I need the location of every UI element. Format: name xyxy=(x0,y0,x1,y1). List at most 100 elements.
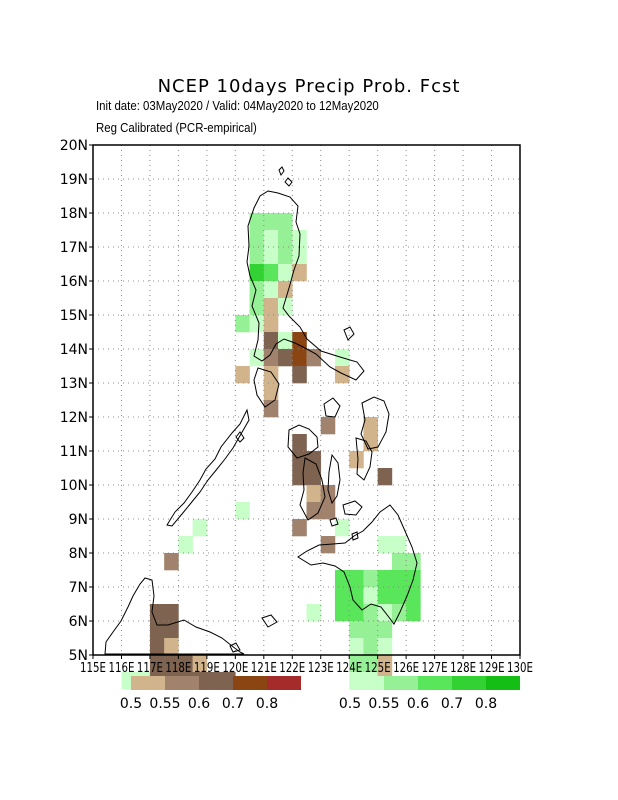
probability-cell xyxy=(377,468,393,486)
probability-cell xyxy=(349,655,364,673)
legend-label: 0.6 xyxy=(407,696,429,712)
coastline-bohol xyxy=(342,500,363,516)
legend-swatch xyxy=(452,676,486,690)
probability-cell xyxy=(349,587,364,605)
legend-label: 0.55 xyxy=(149,696,180,712)
probability-cell xyxy=(263,230,279,248)
probability-cell xyxy=(263,400,279,418)
probability-cell xyxy=(377,536,393,554)
probability-cell xyxy=(263,383,279,401)
legend-label: 0.8 xyxy=(475,696,497,712)
probability-cell xyxy=(249,230,265,248)
probability-cell xyxy=(292,247,307,265)
probability-cell xyxy=(292,451,307,469)
lon-tick-label: 123E xyxy=(308,661,334,676)
probability-cell xyxy=(263,332,279,350)
probability-cell xyxy=(263,213,279,231)
probability-cell xyxy=(306,468,322,486)
legend-swatch xyxy=(486,676,520,690)
probability-cell xyxy=(334,519,350,537)
coastline-palawan xyxy=(166,408,250,527)
coastline-leyte xyxy=(355,437,373,481)
probability-cell xyxy=(164,655,179,673)
legend-wet: 0.5 0.55 0.6 0.7 0.8 xyxy=(339,676,520,712)
probability-cell xyxy=(320,502,336,520)
probability-cell xyxy=(249,264,265,282)
lat-tick-label: 18N xyxy=(60,206,88,222)
legend-swatch xyxy=(350,676,384,690)
probability-cell xyxy=(235,366,250,384)
coastline-cebu xyxy=(327,453,341,505)
coastline-luzon xyxy=(246,190,365,381)
lat-tick-label: 11N xyxy=(60,444,88,460)
lat-tick-label: 15N xyxy=(60,308,88,324)
probability-cell xyxy=(278,247,293,265)
probability-cell xyxy=(192,655,208,673)
probability-cell xyxy=(164,553,179,571)
probability-cell xyxy=(349,638,364,656)
init-valid-date-subtitle: Init date: 03May2020 / Valid: 04May2020 … xyxy=(96,98,379,113)
probability-cell xyxy=(278,213,293,231)
probability-cell xyxy=(306,502,322,520)
lat-tick-label: 17N xyxy=(60,240,88,256)
probability-cell xyxy=(363,604,378,622)
probability-cell xyxy=(406,604,421,622)
probability-cell xyxy=(406,587,421,605)
legend-swatch xyxy=(384,676,418,690)
probability-cell xyxy=(349,621,364,639)
coastline-babuyan xyxy=(284,177,293,187)
probability-cell xyxy=(334,604,350,622)
coastline-mindoro xyxy=(253,367,280,408)
coastline-negros xyxy=(299,457,326,521)
lon-tick-label: 122E xyxy=(279,661,305,676)
probability-cell xyxy=(263,298,279,316)
lon-tick-label: 120E xyxy=(222,661,248,676)
probability-cell xyxy=(249,247,265,265)
lon-tick-label: 130E xyxy=(507,661,533,676)
lat-tick-label: 16N xyxy=(60,274,88,290)
coastline-samar xyxy=(360,396,390,450)
lat-tick-label: 20N xyxy=(60,138,88,154)
probability-cell xyxy=(263,264,279,282)
probability-cell xyxy=(278,332,293,350)
probability-cell xyxy=(235,315,250,333)
coastline-masbate xyxy=(323,397,341,418)
probability-cell xyxy=(263,247,279,265)
lon-tick-label: 115E xyxy=(80,661,106,676)
probability-cell xyxy=(363,570,378,588)
probability-cell xyxy=(377,570,393,588)
coastline-cuyo xyxy=(235,431,245,443)
probability-cell xyxy=(306,451,322,469)
probability-cell xyxy=(149,638,165,656)
legend-swatch xyxy=(233,676,267,690)
probability-cell xyxy=(349,451,364,469)
lon-tick-label: 124E xyxy=(336,661,362,676)
legend-swatch xyxy=(199,676,233,690)
coastline-batanes xyxy=(278,166,285,177)
probability-cell xyxy=(391,553,407,571)
probability-cell xyxy=(149,655,165,673)
probability-cell xyxy=(278,230,293,248)
coastline-tawi xyxy=(229,642,241,653)
lat-tick-label: 9N xyxy=(69,512,88,528)
legend-swatch xyxy=(165,676,199,690)
axis-ticks xyxy=(89,144,521,659)
calibration-subtitle: Reg Calibrated (PCR-empirical) xyxy=(96,120,257,135)
coastlines xyxy=(104,166,418,655)
latitude-labels: 5N 6N 7N 8N 9N 10N 11N 12N 13N 14N 15N 16N 17N 18N 19N… xyxy=(60,138,88,664)
probability-cell xyxy=(406,553,421,571)
probability-cell xyxy=(349,570,364,588)
probability-cell xyxy=(235,502,250,520)
lat-tick-label: 7N xyxy=(69,580,88,596)
legend-swatch xyxy=(418,676,452,690)
probability-cell xyxy=(263,281,279,299)
probability-cell xyxy=(363,587,378,605)
probability-cell xyxy=(363,417,378,435)
map-frame xyxy=(92,144,521,656)
probability-cell xyxy=(278,349,293,367)
probability-cell xyxy=(334,570,350,588)
probability-cell xyxy=(149,621,165,639)
lat-tick-label: 14N xyxy=(60,342,88,358)
probability-cell xyxy=(363,638,378,656)
legend-label: 0.5 xyxy=(339,696,361,712)
